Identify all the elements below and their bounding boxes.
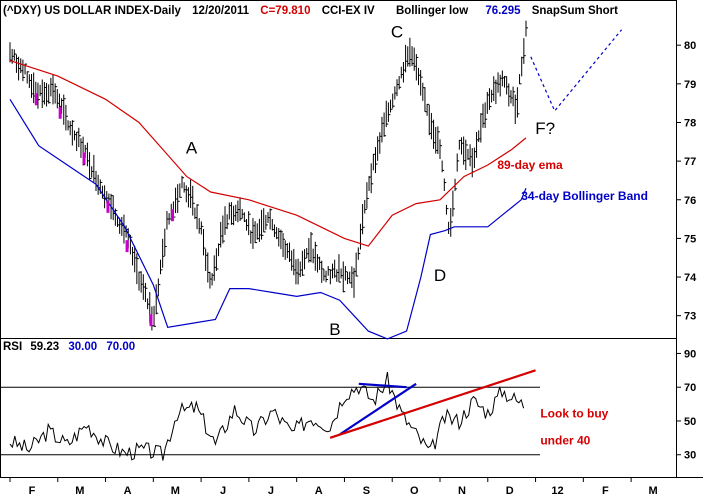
price-y-tick-label: 76 <box>684 195 696 207</box>
magenta-signal-mark <box>82 152 86 165</box>
x-tick-label: F <box>602 485 609 497</box>
x-tick-label: J <box>268 485 274 497</box>
wave-label: D <box>434 266 446 285</box>
x-tick-label: S <box>363 485 370 497</box>
rsi-y-tick-label: 90 <box>684 348 696 360</box>
price-y-tick-label: 80 <box>684 40 696 52</box>
rsi-annotation: under 40 <box>540 434 590 448</box>
magenta-signal-mark <box>34 93 38 106</box>
ema-line <box>9 60 527 247</box>
wave-label: A <box>186 138 198 157</box>
price-annotation: 89-day ema <box>497 158 563 172</box>
wave-label: C <box>391 22 403 41</box>
projection-dashed-line <box>530 29 623 113</box>
x-tick-label: J <box>220 485 226 497</box>
rsi-header: RSI 59.23 30.00 70.00 <box>3 341 135 353</box>
wave-label: B <box>329 320 340 339</box>
rsi-trendline <box>358 382 407 389</box>
rsi-trendline <box>339 382 417 436</box>
chart-labels: A B C D F? 89-day ema 34-day Bollinger Band Loo… <box>186 22 648 447</box>
price-y-tick-label: 74 <box>684 272 697 284</box>
header-symbol: (^DXY) US DOLLAR INDEX-Daily <box>3 5 182 17</box>
rsi-y-tick-label: 70 <box>684 382 696 394</box>
x-tick-label: A <box>315 485 323 497</box>
rsi-high-level: 70.00 <box>106 341 135 353</box>
price-y-tick-label: 79 <box>684 79 696 91</box>
price-y-tick-label: 78 <box>684 117 696 129</box>
x-tick-label: M <box>649 485 658 497</box>
chart-marks <box>34 93 174 327</box>
header-date: 12/20/2011 <box>192 5 250 17</box>
header-close: C=79.810 <box>260 5 310 17</box>
x-tick-label: D <box>506 485 514 497</box>
x-tick-label: O <box>410 485 419 497</box>
magenta-signal-mark <box>125 240 129 253</box>
price-y-tick-label: 77 <box>684 156 696 168</box>
rsi-y-tick-label: 50 <box>684 416 696 428</box>
x-tick-label: A <box>124 485 132 497</box>
price-y-axis: 80 79 78 77 76 75 74 73 <box>676 40 697 323</box>
wave-label: F? <box>535 119 555 138</box>
x-tick-label: N <box>458 485 466 497</box>
x-tick-label: M <box>75 485 84 497</box>
rsi-label: RSI <box>3 341 22 353</box>
series-lines <box>9 29 623 461</box>
x-tick-label: M <box>171 485 180 497</box>
rsi-low-level: 30.00 <box>68 341 97 353</box>
header-snapsum: SnapSum Short <box>532 5 618 17</box>
rsi-annotation: Look to buy <box>540 407 608 421</box>
price-y-tick-label: 73 <box>684 311 696 323</box>
rsi-trendline <box>329 369 536 439</box>
bollinger-line <box>9 98 527 340</box>
header-bar: (^DXY) US DOLLAR INDEX-Daily 12/20/2011 … <box>3 5 618 17</box>
header-bollinger-label: Bollinger low <box>396 5 468 17</box>
rsi-level-lines <box>0 386 540 456</box>
x-tick-label: 12 <box>551 485 563 497</box>
price-y-tick-label: 75 <box>684 233 696 245</box>
rsi-line <box>9 371 525 461</box>
price-annotation: 34-day Bollinger Band <box>521 189 648 203</box>
magenta-signal-mark <box>149 314 153 327</box>
rsi-value: 59.23 <box>30 341 59 353</box>
header-indicator: CCI-EX IV <box>322 5 375 17</box>
magenta-signal-mark <box>170 209 174 222</box>
rsi-y-tick-label: 30 <box>684 450 696 462</box>
magenta-signal-mark <box>106 200 110 213</box>
header-bollinger-value: 76.295 <box>485 5 521 17</box>
x-axis: F M A M J J A S O N D 12 F M <box>9 477 658 497</box>
price-panel <box>0 0 677 339</box>
x-tick-label: F <box>29 485 36 497</box>
magenta-signal-mark <box>58 106 62 119</box>
rsi-y-axis: 90 70 50 30 <box>676 348 696 462</box>
